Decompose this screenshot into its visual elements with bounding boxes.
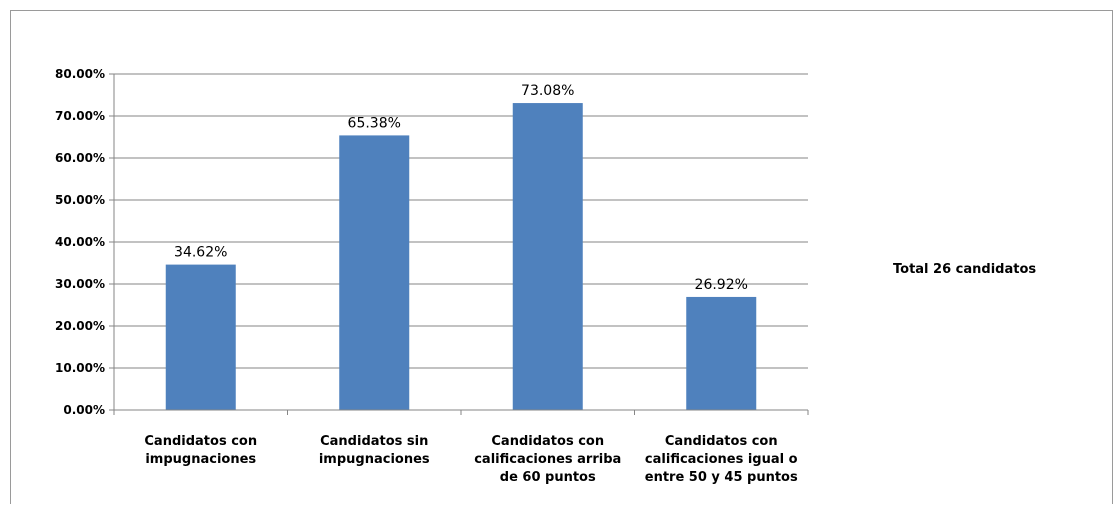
category-label: Candidatos con impugnaciones [144, 434, 257, 467]
category-label-line: Candidatos con [491, 434, 604, 449]
y-tick-label: 50.00% [55, 193, 105, 207]
bar [686, 296, 757, 410]
y-tick-label: 80.00% [55, 67, 105, 81]
axes [109, 73, 809, 415]
category-label-line: impugnaciones [319, 452, 430, 467]
y-tick-label: 30.00% [55, 277, 105, 291]
category-label: Candidatos con calificaciones arriba de 60… [474, 434, 621, 485]
category-label-line: Candidatos con [665, 434, 778, 449]
category-label-line: Candidatos con [144, 434, 257, 449]
y-tick-label: 0.00% [63, 403, 105, 417]
category-label-line: calificaciones arriba [474, 452, 621, 467]
category-label: Candidatos sin impugnaciones [319, 434, 430, 467]
category-label: Candidatos con calificaciones igual o entr… [645, 434, 798, 485]
y-tick-label: 70.00% [55, 109, 105, 123]
labels: 0.00% 10.00% 20.00% 30.00% 40.00% 50.00% 60.00… [55, 67, 798, 485]
bar [165, 264, 236, 410]
data-label: 34.62% [174, 245, 227, 261]
y-tick-label: 40.00% [55, 235, 105, 249]
data-label: 65.38% [348, 115, 401, 131]
bars [165, 103, 757, 411]
bar [339, 135, 410, 411]
data-label: 73.08% [521, 83, 574, 99]
data-label: 26.92% [695, 277, 748, 293]
y-tick-label: 20.00% [55, 319, 105, 333]
y-tick-label: 10.00% [55, 361, 105, 375]
category-label-line: entre 50 y 45 puntos [645, 470, 798, 485]
bar [512, 103, 583, 411]
category-label-line: Candidatos sin [320, 434, 428, 449]
total-candidates-note: Total 26 candidatos [893, 262, 1037, 277]
y-tick-label: 60.00% [55, 151, 105, 165]
chart-frame [10, 10, 1113, 504]
category-label-line: calificaciones igual o [645, 452, 798, 467]
category-label-line: impugnaciones [145, 452, 256, 467]
category-label-line: de 60 puntos [500, 470, 596, 485]
